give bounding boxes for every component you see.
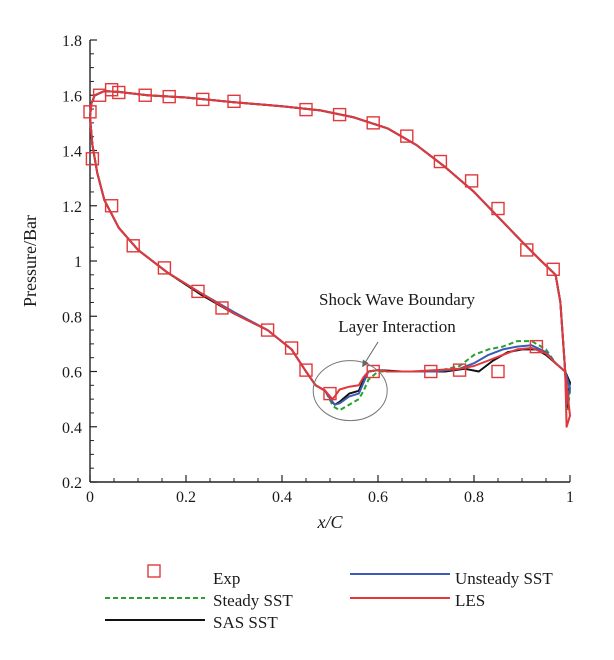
exp-point — [157, 261, 172, 275]
exp-point — [323, 386, 337, 401]
exp-point — [112, 85, 126, 100]
exp-point — [83, 105, 97, 119]
y-tick-label: 1.6 — [62, 88, 82, 105]
exp-markers — [83, 83, 560, 401]
shock-annotation: Shock Wave Boundary Layer Interaction — [312, 290, 476, 422]
exp-point — [104, 199, 119, 213]
exp-point — [299, 102, 313, 117]
exp-point — [196, 92, 210, 107]
series-lines — [89, 90, 571, 428]
legend-label-sas-sst: SAS SST — [213, 613, 278, 632]
annotation-line-1: Shock Wave Boundary — [319, 290, 476, 309]
x-tick-label: 0 — [86, 489, 94, 506]
exp-point — [227, 94, 241, 109]
y-tick-label: 0.4 — [62, 420, 82, 437]
exp-point — [400, 129, 414, 143]
exp-point — [491, 364, 505, 379]
series-line-les — [89, 90, 571, 428]
exp-point — [491, 201, 505, 216]
exp-point — [162, 89, 176, 104]
exp-point — [284, 341, 299, 355]
x-tick-label: 1 — [566, 489, 574, 506]
exp-point — [85, 152, 100, 166]
y-tick-label: 0.6 — [62, 365, 82, 382]
x-tick-label: 0.4 — [272, 489, 292, 506]
legend: Exp Steady SST SAS SST Unsteady SST LES — [105, 564, 553, 632]
legend-label-exp: Exp — [213, 569, 240, 588]
x-tick-label: 0.6 — [368, 489, 388, 506]
x-tick-label: 0.8 — [464, 489, 484, 506]
exp-point — [452, 363, 467, 377]
y-tick-label: 1 — [74, 254, 82, 271]
y-tick-label: 1.2 — [62, 199, 82, 216]
exp-point — [546, 262, 560, 276]
x-axis-ticks: 0 0.2 0.4 0.6 0.8 1 — [86, 475, 574, 506]
legend-marker-exp — [147, 564, 161, 578]
exp-point — [529, 339, 544, 354]
exp-point — [424, 364, 438, 379]
exp-point — [366, 116, 380, 130]
y-tick-label: 0.8 — [62, 309, 82, 326]
legend-label-steady-sst: Steady SST — [213, 591, 293, 610]
x-axis-title: x/C — [317, 512, 344, 532]
exp-point — [464, 174, 479, 188]
x-tick-label: 0.2 — [176, 489, 196, 506]
exp-point — [191, 284, 205, 299]
legend-label-unsteady-sst: Unsteady SST — [455, 569, 553, 588]
y-tick-label: 1.8 — [62, 33, 82, 50]
legend-label-les: LES — [455, 591, 485, 610]
y-axis-title: Pressure/Bar — [20, 215, 40, 307]
y-tick-label: 1.4 — [62, 144, 82, 161]
exp-point — [433, 154, 448, 169]
exp-point — [126, 239, 140, 253]
exp-point — [138, 88, 152, 102]
annotation-line-2: Layer Interaction — [338, 317, 456, 336]
annotation-arrow — [362, 341, 379, 368]
y-axis-ticks: 0.2 0.4 0.6 0.8 1 1.2 1.4 1.6 1.8 — [62, 33, 97, 492]
exp-point — [260, 323, 275, 337]
exp-point — [520, 243, 534, 257]
annotation-ellipse — [312, 360, 388, 422]
exp-point — [332, 107, 347, 122]
exp-point — [299, 363, 313, 377]
y-tick-label: 0.2 — [62, 475, 82, 492]
exp-point — [215, 301, 229, 315]
exp-point — [104, 83, 119, 97]
